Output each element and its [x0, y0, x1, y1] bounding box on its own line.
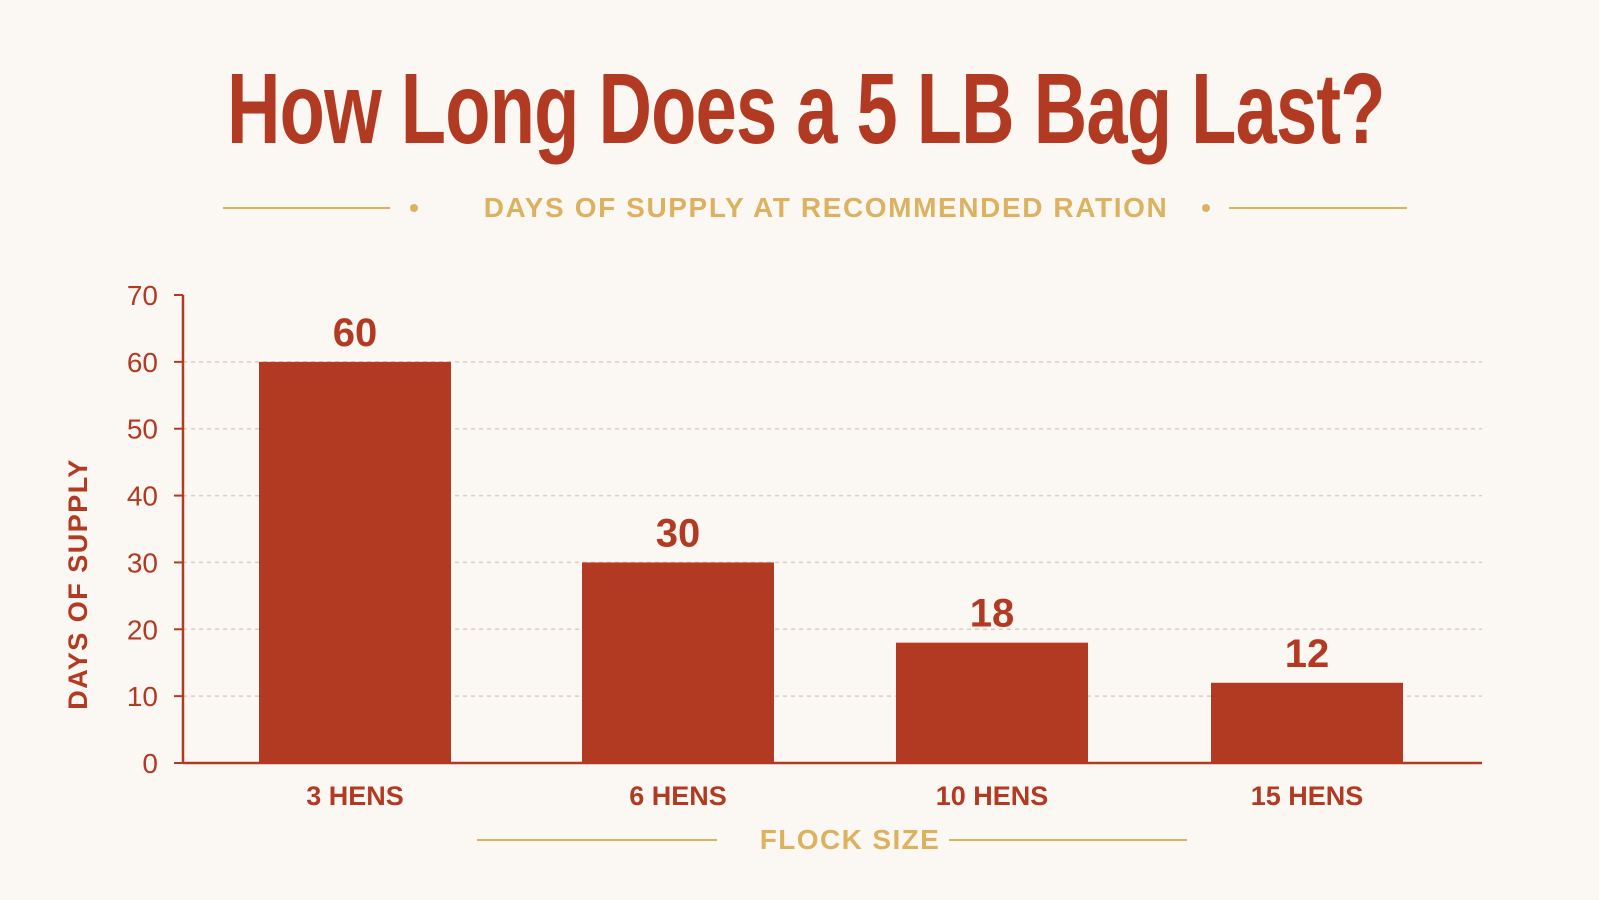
data-label: 18 [970, 592, 1015, 636]
bar-15-hens [1211, 682, 1403, 763]
x-axis-title-row: FLOCK SIZE [0, 820, 1599, 860]
bar-6-hens [582, 562, 774, 763]
x-tick-label: 15 HENS [1251, 781, 1364, 811]
bar-3-hens [259, 361, 451, 763]
chart-title: How Long Does a 5 LB Bag Last? [226, 53, 1386, 165]
chart-subtitle: DAYS OF SUPPLY AT RECOMMENDED RATION [483, 192, 1169, 223]
y-tick-label: 60 [127, 347, 158, 378]
y-axis-title: DAYS OF SUPPLY [63, 458, 93, 710]
x-tick-label: 6 HENS [629, 781, 727, 811]
x-tick-label: 10 HENS [936, 781, 1049, 811]
data-label: 60 [333, 311, 378, 355]
subtitle-rule-right [1229, 207, 1407, 209]
y-tick-label: 0 [142, 748, 158, 779]
xlabel-rule-left [477, 839, 717, 841]
data-label: 30 [656, 511, 701, 555]
x-axis-title: FLOCK SIZE [759, 824, 941, 855]
subtitle-dot-right [1202, 204, 1210, 212]
y-tick-label: 10 [127, 681, 158, 712]
y-tick-label: 30 [127, 547, 158, 578]
y-tick-label: 20 [127, 614, 158, 645]
data-label: 12 [1285, 632, 1330, 676]
subtitle-rule-left [223, 207, 390, 209]
x-tick-label: 3 HENS [306, 781, 404, 811]
y-tick-label: 50 [127, 414, 158, 445]
subtitle-dot-left [410, 204, 418, 212]
xlabel-rule-right [949, 839, 1187, 841]
y-tick-label: 70 [127, 280, 158, 311]
y-tick-label: 40 [127, 481, 158, 512]
bar-10-hens [896, 642, 1088, 763]
subtitle-row: DAYS OF SUPPLY AT RECOMMENDED RATION [0, 188, 1599, 228]
